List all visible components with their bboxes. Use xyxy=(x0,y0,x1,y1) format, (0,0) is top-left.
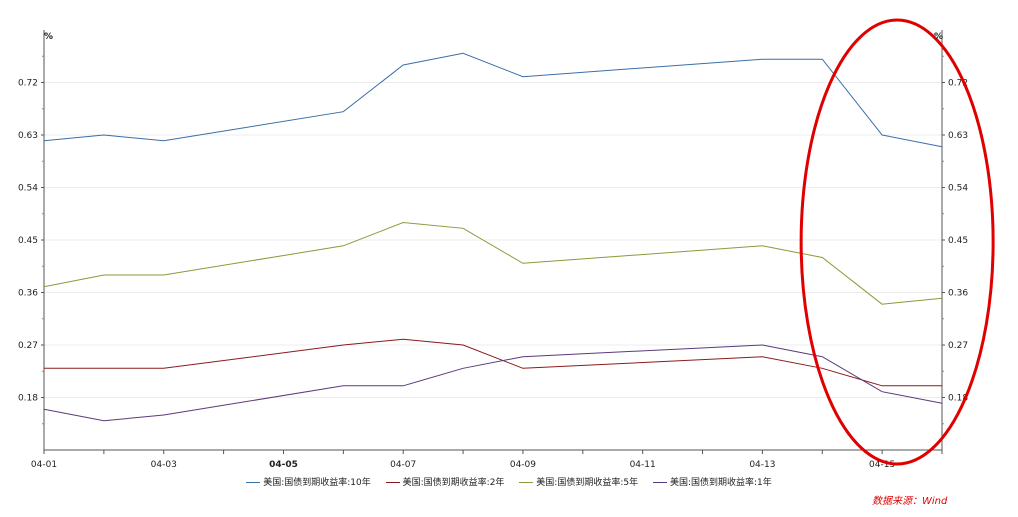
y-tick-label: 0.72 xyxy=(948,79,968,89)
data-source-note: 数据来源：Wind xyxy=(872,496,948,507)
series-line-1 xyxy=(44,338,942,387)
legend-label: 美国:国债到期收益率:10年 xyxy=(263,478,371,488)
left-unit-label: % xyxy=(44,32,53,42)
series-lines xyxy=(43,52,943,422)
legend-swatch xyxy=(652,482,667,483)
y-tick-label: 0.18 xyxy=(948,394,968,404)
y-axis-left-ticks: 0.18 0.27 0.36 0.45 0.54 0.63 0.72 xyxy=(18,55,44,425)
y-tick-label: 0.63 xyxy=(18,131,38,141)
series-line-3 xyxy=(43,344,943,422)
y-tick-label: 0.27 xyxy=(948,341,968,351)
legend-swatch xyxy=(385,482,400,483)
legend-label: 美国:国债到期收益率:1年 xyxy=(669,478,772,488)
series-line-0 xyxy=(43,52,943,148)
x-tick-label: 04-07 xyxy=(390,460,416,470)
y-tick-label: 0.72 xyxy=(18,79,38,89)
y-tick-label: 0.45 xyxy=(948,236,968,246)
legend-item-1y: 美国:国债到期收益率:1年 xyxy=(652,475,772,488)
legend-item-5y: 美国:国债到期收益率:5年 xyxy=(519,475,638,488)
x-tick-label: 04-01 xyxy=(31,460,57,470)
y-tick-label: 0.54 xyxy=(948,184,968,194)
right-unit-label: % xyxy=(934,32,943,42)
x-tick-label: 04-13 xyxy=(749,460,775,470)
x-tick-label: 04-15 xyxy=(869,460,895,470)
y-axis-right-ticks: 0.18 0.27 0.36 0.45 0.54 0.63 0.72 xyxy=(942,55,968,425)
y-tick-label: 0.36 xyxy=(18,289,38,299)
legend: 美国:国债到期收益率:10年 美国:国债到期收益率:2年 美国:国债到期收益率:… xyxy=(0,475,1018,488)
highlight-annotation xyxy=(799,18,995,466)
legend-item-2y: 美国:国债到期收益率:2年 xyxy=(385,475,505,488)
x-axis-ticks: 04-01 04-03 04-05 04-07 04-09 04-11 04-13 04-15 xyxy=(31,450,943,470)
y-tick-label: 0.27 xyxy=(18,341,38,351)
x-tick-label: 04-11 xyxy=(630,460,656,470)
legend-label: 美国:国债到期收益率:2年 xyxy=(402,478,505,488)
series-line-2 xyxy=(43,221,943,305)
legend-label: 美国:国债到期收益率:5年 xyxy=(536,478,639,488)
highlight-ellipse xyxy=(799,18,995,466)
y-tick-label: 0.63 xyxy=(948,131,968,141)
x-tick-label: 04-03 xyxy=(151,460,177,470)
y-tick-label: 0.36 xyxy=(948,289,968,299)
grid-lines xyxy=(44,82,942,398)
y-tick-label: 0.54 xyxy=(18,184,38,194)
legend-swatch xyxy=(519,482,534,483)
y-tick-label: 0.18 xyxy=(18,394,38,404)
x-tick-label: 04-09 xyxy=(510,460,536,470)
legend-swatch xyxy=(246,482,261,483)
y-tick-label: 0.45 xyxy=(18,236,38,246)
legend-item-10y: 美国:国债到期收益率:10年 xyxy=(246,475,371,488)
x-tick-label: 04-05 xyxy=(269,460,298,470)
